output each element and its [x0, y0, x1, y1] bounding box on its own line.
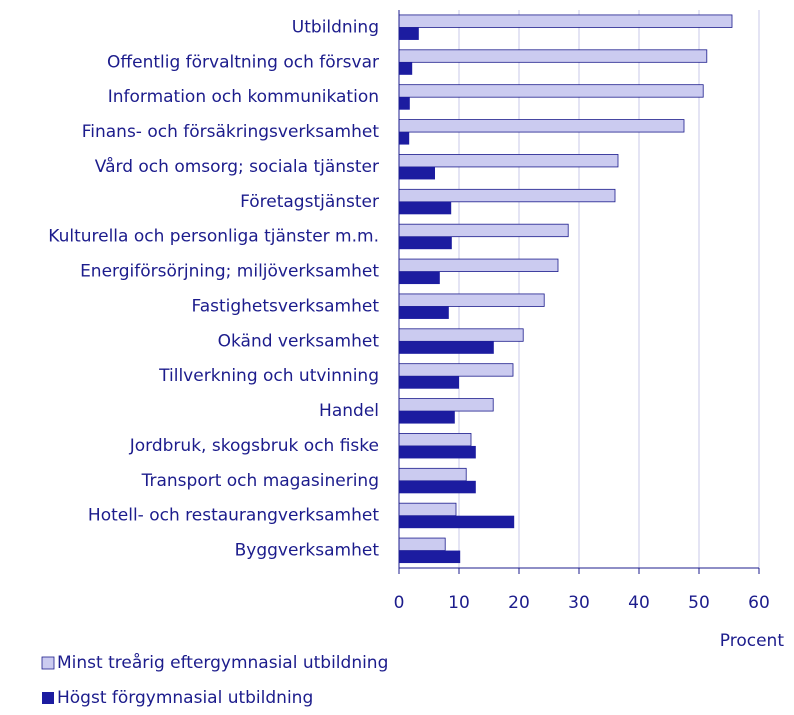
bar	[399, 411, 455, 424]
bar	[399, 376, 459, 389]
x-tick-label: 30	[568, 593, 590, 613]
bar	[399, 201, 452, 215]
bar	[398, 467, 467, 482]
bar	[398, 223, 569, 238]
bar	[399, 445, 476, 459]
y-tick-label: Finans- och försäkringsverksamhet	[82, 122, 380, 142]
bar	[398, 49, 708, 63]
bar	[398, 502, 457, 517]
bar	[398, 84, 704, 98]
bar	[399, 97, 410, 110]
bar	[398, 363, 514, 377]
bar	[398, 119, 685, 133]
y-tick-label: Kulturella och personliga tjänster m.m.	[48, 227, 379, 247]
y-tick-label: Vård och omsorg; sociala tjänster	[95, 156, 379, 177]
y-tick-label: Energiförsörjning; miljöverksamhet	[80, 262, 379, 282]
bar	[399, 480, 476, 494]
bar	[399, 271, 440, 285]
bar	[399, 27, 419, 40]
y-tick-label: Hotell- och restaurangverksamhet	[88, 506, 379, 526]
y-tick-label: Tillverkning och utvinning	[158, 366, 379, 386]
x-tick-label: 20	[508, 593, 530, 613]
bar	[398, 398, 494, 412]
x-tick-label: 0	[394, 593, 405, 613]
bar	[398, 14, 733, 28]
y-tick-label: Transport och magasinering	[141, 471, 379, 491]
x-tick-label: 10	[448, 593, 470, 613]
bar	[399, 550, 461, 564]
y-tick-label: Offentlig förvaltning och försvar	[107, 52, 379, 72]
y-tick-label: Företagstjänster	[240, 192, 379, 212]
bar	[399, 166, 435, 180]
x-tick-label: 60	[748, 593, 770, 613]
bar	[399, 236, 452, 250]
x-tick-label: 40	[628, 593, 650, 613]
bar	[398, 537, 446, 551]
y-tick-label: Handel	[319, 401, 379, 421]
bar	[398, 328, 524, 342]
y-tick-label: Okänd verksamhet	[218, 331, 380, 351]
bar	[398, 258, 559, 272]
bar	[399, 62, 413, 75]
legend-label: Minst treårig eftergymnasial utbildning	[57, 652, 388, 673]
y-tick-label: Fastighetsverksamhet	[191, 296, 379, 316]
legend-label: Högst förgymnasial utbildning	[57, 688, 313, 708]
bar	[398, 188, 616, 203]
bar	[399, 341, 494, 354]
legend-swatch	[42, 692, 54, 704]
y-tick-label: Utbildning	[292, 17, 379, 37]
legend-swatch	[41, 656, 55, 670]
bar	[398, 154, 619, 168]
bar	[398, 293, 545, 307]
y-tick-label: Jordbruk, skogsbruk och fiske	[129, 436, 379, 456]
bar	[399, 132, 410, 145]
y-tick-label: Information och kommunikation	[108, 87, 379, 107]
bar	[399, 515, 515, 529]
bar	[399, 306, 449, 319]
bar	[398, 433, 472, 447]
y-tick-label: Byggverksamhet	[235, 541, 380, 561]
x-axis-label: Procent	[720, 631, 785, 651]
x-tick-label: 50	[688, 593, 710, 613]
